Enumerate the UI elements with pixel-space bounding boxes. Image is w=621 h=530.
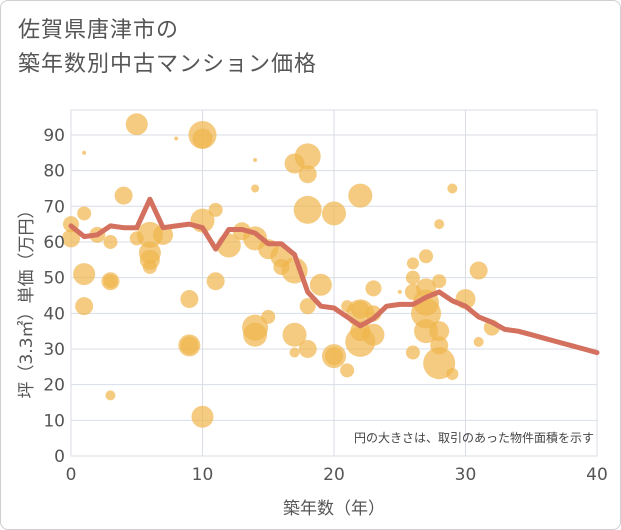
x-tick-label: 10: [192, 465, 214, 485]
data-bubble: [243, 322, 268, 347]
data-bubble: [114, 186, 133, 205]
y-tick-label: 60: [43, 233, 65, 253]
data-bubble: [340, 363, 355, 378]
data-bubble: [447, 183, 458, 194]
data-bubble: [282, 322, 307, 347]
bubble-size-note: 円の大きさは、取引のあった物件面積を示す: [354, 430, 594, 445]
x-tick-label: 20: [323, 465, 345, 485]
data-bubble: [434, 219, 445, 230]
data-bubble: [432, 274, 447, 289]
data-bubble: [180, 290, 199, 309]
y-tick-label: 10: [43, 411, 65, 431]
data-bubble: [153, 224, 174, 245]
data-bubble: [191, 405, 214, 428]
data-bubble: [174, 136, 179, 141]
data-bubble: [206, 272, 225, 291]
data-bubble: [469, 261, 488, 280]
data-bubble: [73, 263, 96, 286]
data-bubble: [105, 390, 116, 401]
data-bubble: [429, 321, 450, 342]
data-bubble: [251, 184, 260, 193]
data-bubble: [298, 165, 317, 184]
y-tick-label: 90: [43, 126, 65, 146]
x-tick-label: 0: [66, 465, 77, 485]
data-bubble: [309, 273, 332, 296]
chart-title-line1: 佐賀県唐津市の: [18, 18, 180, 43]
data-bubble: [125, 113, 148, 136]
data-bubble: [446, 367, 459, 380]
x-tick-label: 40: [586, 465, 608, 485]
data-bubble: [298, 339, 317, 358]
y-tick-label: 40: [43, 304, 65, 324]
trend-series: [68, 196, 600, 356]
data-bubble: [411, 298, 442, 329]
data-bubble: [294, 143, 321, 170]
data-bubble: [397, 289, 402, 294]
axes: 0 10 20 30 40 50 60 70 80 90 0 10 20 30 40: [43, 126, 607, 485]
data-bubble: [75, 297, 94, 316]
data-bubble: [103, 274, 118, 289]
data-bubble: [299, 298, 316, 315]
data-bubble: [253, 157, 258, 162]
data-bubble: [406, 257, 419, 270]
data-bubble: [180, 336, 199, 355]
y-tick-label: 20: [43, 376, 65, 396]
chart-title-line2: 築年数別中古マンション価格: [18, 52, 318, 77]
x-axis-label: 築年数（年）: [283, 499, 385, 519]
data-bubble: [322, 201, 346, 226]
data-bubble: [348, 183, 373, 208]
data-bubble: [142, 259, 157, 274]
data-bubble: [405, 270, 420, 285]
data-bubble: [208, 202, 223, 217]
data-bubble: [362, 323, 385, 346]
data-bubble: [192, 128, 213, 149]
data-bubble: [261, 309, 276, 324]
y-tick-label: 30: [43, 340, 65, 360]
y-tick-label: 0: [54, 447, 65, 467]
data-bubble: [289, 347, 300, 358]
y-tick-label: 50: [43, 269, 65, 289]
y-tick-label: 70: [43, 197, 65, 217]
y-tick-label: 80: [43, 162, 65, 182]
data-bubble: [473, 336, 484, 347]
data-bubble: [77, 206, 92, 221]
data-bubble: [293, 195, 322, 224]
data-bubble: [82, 150, 87, 155]
x-tick-label: 30: [455, 465, 477, 485]
data-bubble: [325, 347, 343, 366]
data-bubble: [365, 280, 382, 297]
data-bubble: [405, 345, 420, 360]
data-bubble: [62, 229, 80, 248]
data-bubble: [103, 234, 118, 249]
trend-line: [68, 196, 600, 356]
y-axis-label: 坪（3.3㎡）単価（万円）: [17, 201, 37, 398]
data-bubble: [419, 249, 434, 264]
bubble-series: [62, 113, 500, 428]
chart-title: 佐賀県唐津市の 築年数別中古マンション価格: [18, 14, 317, 82]
grid-lines: [70, 109, 598, 457]
